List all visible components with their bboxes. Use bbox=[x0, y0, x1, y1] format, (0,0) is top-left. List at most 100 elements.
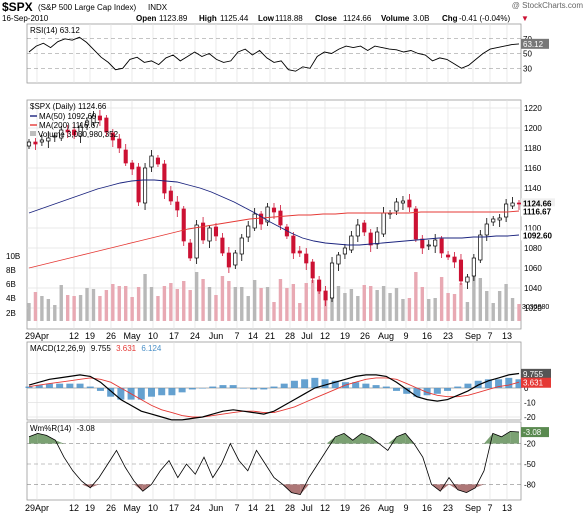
candle-body bbox=[72, 129, 77, 136]
rsi-value-tag bbox=[521, 38, 549, 49]
volume-bar bbox=[46, 299, 51, 321]
candle-body bbox=[452, 256, 457, 263]
candle-body bbox=[355, 224, 360, 237]
x-tick-label: 12 bbox=[320, 331, 330, 341]
volume-bar bbox=[517, 304, 521, 321]
candle-body bbox=[504, 203, 509, 218]
candle-body bbox=[59, 129, 64, 139]
volume-bar bbox=[381, 286, 386, 321]
volume-bar bbox=[252, 280, 257, 321]
volume-bar bbox=[111, 284, 115, 321]
x-tick-label-bottom: May bbox=[123, 503, 141, 513]
volume-bar bbox=[201, 279, 205, 321]
williams-legend: Wm%R(14) -3.08 bbox=[30, 424, 95, 433]
stockcharts-watermark: @ StockCharts.com bbox=[512, 1, 584, 10]
volume-bar bbox=[323, 295, 328, 321]
macd-legend-signal: 3.631 bbox=[116, 344, 137, 353]
macd-histogram-bar bbox=[484, 379, 492, 388]
volume-bar bbox=[65, 295, 70, 321]
volume-tick-label: 2B bbox=[6, 309, 16, 318]
candle-body bbox=[149, 155, 154, 168]
williams-oversold-fill bbox=[291, 484, 301, 495]
volume-bar bbox=[291, 284, 296, 321]
axis-labels: 29Apr 29Apr 12 12 19 19 26 26 May May 10 10 17 17 24 24… bbox=[6, 35, 555, 513]
macd-tick-label: -10 bbox=[524, 399, 536, 408]
williams-legend-prefix: Wm%R(14) bbox=[30, 424, 72, 433]
williams-overbought-fill bbox=[352, 433, 362, 444]
macd-histogram-bar bbox=[76, 383, 84, 388]
macd-histogram-bar bbox=[148, 388, 155, 397]
macd-histogram-bar bbox=[444, 388, 452, 391]
candle-body bbox=[368, 232, 373, 246]
candle-body bbox=[39, 139, 44, 143]
volume-bar bbox=[472, 276, 476, 321]
candle-body bbox=[381, 212, 386, 235]
x-tick-label-bottom: 7 bbox=[234, 503, 239, 513]
x-tick-label-bottom: 17 bbox=[169, 503, 179, 513]
williams-tick-label: -20 bbox=[524, 440, 536, 449]
x-tick-label: Jun bbox=[209, 331, 224, 341]
volume-bar bbox=[439, 277, 444, 321]
x-tick-label: 19 bbox=[340, 331, 350, 341]
volume-bar bbox=[401, 299, 405, 321]
volume-bar bbox=[394, 288, 399, 321]
high-value: 1125.44 bbox=[220, 14, 249, 23]
macd-histogram-bar bbox=[260, 388, 268, 390]
macd-legend-prefix: MACD(12,26,9) bbox=[30, 344, 86, 353]
candle-body bbox=[310, 261, 315, 279]
candle-body bbox=[136, 166, 141, 203]
price-tick-label: 1180 bbox=[524, 144, 542, 153]
x-tick-label-bottom: 16 bbox=[422, 503, 432, 513]
macd-histogram-bar bbox=[505, 377, 513, 388]
candle-body bbox=[400, 200, 405, 204]
x-tick-label-bottom: Aug bbox=[378, 503, 394, 513]
williams-tick-label: -80 bbox=[524, 480, 536, 489]
macd-histogram-bar bbox=[219, 385, 227, 388]
candle-body bbox=[52, 135, 57, 138]
macd-histogram-bar bbox=[137, 388, 145, 400]
volume-value-label: 3030980 bbox=[522, 304, 549, 311]
candle-body bbox=[143, 167, 148, 204]
x-tick-label: May bbox=[123, 331, 141, 341]
volume-bar bbox=[149, 287, 154, 321]
price-tick-label: 1140 bbox=[524, 184, 542, 193]
williams-oversold-fill bbox=[449, 484, 458, 490]
macd-histogram-bar bbox=[209, 386, 217, 388]
volume-bar bbox=[91, 289, 96, 321]
volume-bar bbox=[310, 280, 315, 321]
x-tick-label-bottom: 7 bbox=[487, 503, 492, 513]
candle-body bbox=[226, 252, 231, 268]
macd-histogram-bar bbox=[321, 379, 329, 388]
candle-body bbox=[123, 149, 128, 164]
volume-bar bbox=[304, 283, 308, 321]
candle-body bbox=[484, 223, 489, 236]
macd-histogram-bar bbox=[515, 379, 523, 388]
ohlc-readout: Open 1123.89 High 1125.44 Low 1118.88 Cl… bbox=[136, 14, 510, 23]
volume-bar bbox=[33, 292, 38, 321]
volume-bar bbox=[78, 295, 83, 321]
williams-line bbox=[28, 430, 520, 496]
candle-body bbox=[278, 210, 283, 226]
candle-body bbox=[162, 163, 167, 194]
williams-oversold-fill bbox=[466, 484, 476, 493]
williams-overbought-fill bbox=[344, 433, 353, 444]
volume-bar bbox=[427, 299, 431, 321]
volume-bar bbox=[156, 296, 160, 321]
candle-body bbox=[259, 213, 264, 225]
candle-body bbox=[265, 206, 270, 223]
volume-bar bbox=[53, 305, 57, 321]
x-tick-label-bottom: 26 bbox=[106, 503, 116, 513]
rsi-value-label: 63.12 bbox=[523, 40, 544, 49]
low-value: 1118.88 bbox=[275, 14, 303, 23]
candle-body bbox=[304, 253, 309, 264]
macd-histogram-bar bbox=[188, 388, 196, 390]
volume-bars bbox=[25, 271, 523, 495]
candle-body bbox=[213, 226, 219, 237]
macd-histogram-bar bbox=[454, 386, 462, 388]
macd-histogram-bar bbox=[199, 388, 207, 389]
williams-oversold-fill bbox=[134, 484, 143, 492]
x-tick-label-bottom: 13 bbox=[502, 503, 512, 513]
volume-bar bbox=[240, 287, 244, 321]
williams-oversold-fill bbox=[475, 484, 484, 488]
